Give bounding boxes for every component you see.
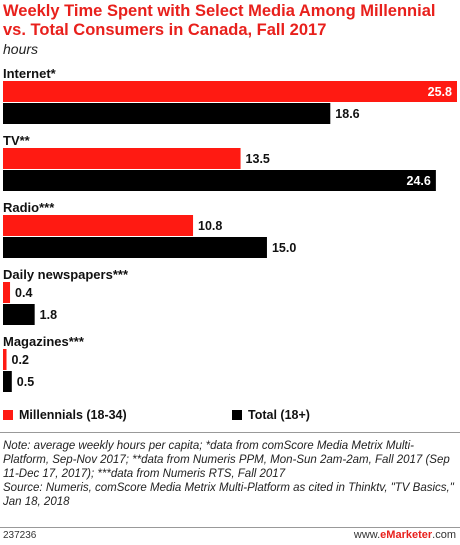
legend: Millennials (18-34) Total (18+) [0,408,460,428]
chart-subtitle: hours [3,41,39,57]
chart-title: Weekly Time Spent with Select Media Amon… [3,2,436,39]
category-label-daily-newspapers: Daily newspapers*** [3,267,129,282]
bar-daily-newspapers-total [3,304,35,325]
category-label-internet: Internet* [3,66,57,81]
chart-id: 237236 [3,530,37,541]
bar-tv-total [3,170,436,191]
brand-name: eMarketer [380,529,433,541]
data-label-tv-millennials: 13.5 [246,152,270,166]
legend-label-millennials: Millennials (18-34) [19,408,127,422]
data-label-daily-newspapers-total: 1.8 [40,308,57,322]
data-label-radio-millennials: 10.8 [198,219,222,233]
note-text: Note: average weekly hours per capita; *… [3,440,450,480]
data-label-internet-millennials: 25.8 [428,85,452,99]
bar-radio-millennials [3,215,194,236]
data-label-daily-newspapers-millennials: 0.4 [15,286,32,300]
bar-internet-total [3,103,331,124]
bar-chart: Internet* 25.8 18.6 TV** 13.5 24.6 Radio*** 10.… [3,66,457,392]
notes: Note: average weekly hours per capita; *… [3,439,455,509]
brand-link[interactable]: www.eMarketer.com [354,529,456,541]
brand-prefix: www. [353,529,381,541]
bar-internet-millennials [3,81,457,102]
bar-tv-millennials [3,148,241,169]
data-label-tv-total: 24.6 [407,174,431,188]
notes-divider [0,432,460,433]
category-label-tv: TV** [3,133,31,148]
bar-radio-total [3,237,267,258]
category-label-magazines: Magazines*** [3,334,85,349]
legend-swatch-total [232,410,242,420]
bar-daily-newspapers-millennials [3,282,11,303]
legend-item-total: Total (18+) [232,408,310,422]
legend-swatch-millennials [3,410,13,420]
legend-label-total: Total (18+) [248,408,310,422]
data-label-magazines-total: 0.5 [17,375,34,389]
source-text: Source: Numeris, comScore Media Metrix M… [3,482,454,508]
bar-magazines-total [3,371,12,392]
brand-suffix: .com [432,529,456,541]
bar-magazines-millennials [3,349,7,370]
data-label-internet-total: 18.6 [335,107,359,121]
legend-item-millennials: Millennials (18-34) [3,408,127,422]
data-label-magazines-millennials: 0.2 [12,353,29,367]
footer-divider [0,527,460,528]
data-label-radio-total: 15.0 [272,241,296,255]
category-label-radio: Radio*** [3,200,55,215]
